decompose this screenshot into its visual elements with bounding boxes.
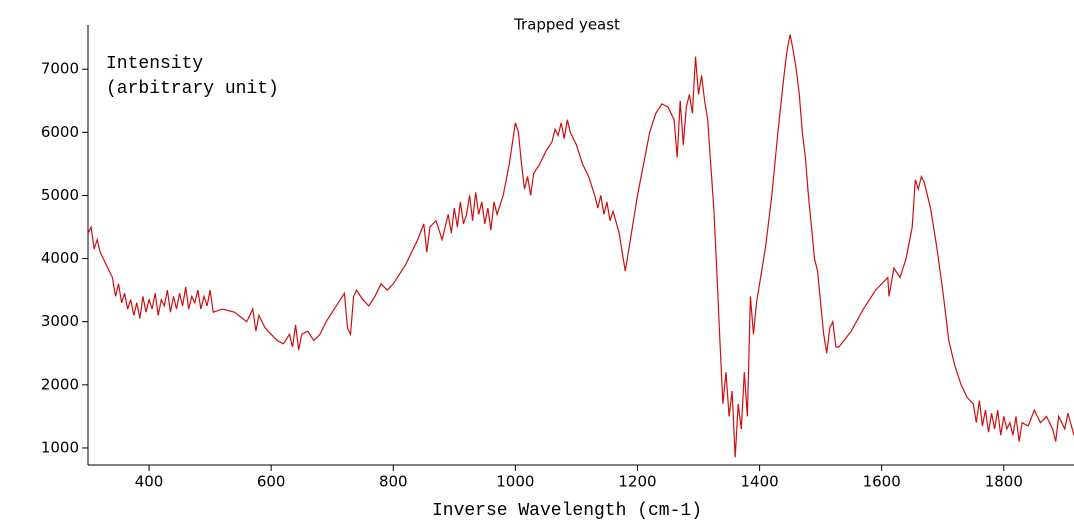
x-tick-label: 400 bbox=[135, 473, 164, 491]
x-tick-label: 600 bbox=[257, 473, 286, 491]
data-line bbox=[87, 34, 1074, 458]
y-tick-label: 2000 bbox=[41, 375, 79, 393]
x-tick-label: 1000 bbox=[496, 473, 534, 491]
x-tick-label: 1400 bbox=[740, 473, 778, 491]
y-tick-label: 1000 bbox=[41, 438, 79, 456]
x-tick-label: 1200 bbox=[618, 473, 656, 491]
y-tick-label: 7000 bbox=[41, 60, 79, 78]
x-tick-label: 800 bbox=[379, 473, 408, 491]
y-axis-label: (arbitrary unit) bbox=[106, 79, 279, 99]
y-axis-label: Intensity bbox=[106, 54, 203, 74]
x-axis-label: Inverse Wavelength (cm-1) bbox=[432, 501, 702, 521]
y-tick-label: 3000 bbox=[41, 312, 79, 330]
y-tick-label: 4000 bbox=[41, 249, 79, 267]
y-tick-label: 6000 bbox=[41, 123, 79, 141]
y-tick-label: 5000 bbox=[41, 186, 79, 204]
chart-title: Trapped yeast bbox=[513, 16, 620, 34]
x-tick-label: 1800 bbox=[985, 473, 1023, 491]
x-tick-label: 1600 bbox=[863, 473, 901, 491]
